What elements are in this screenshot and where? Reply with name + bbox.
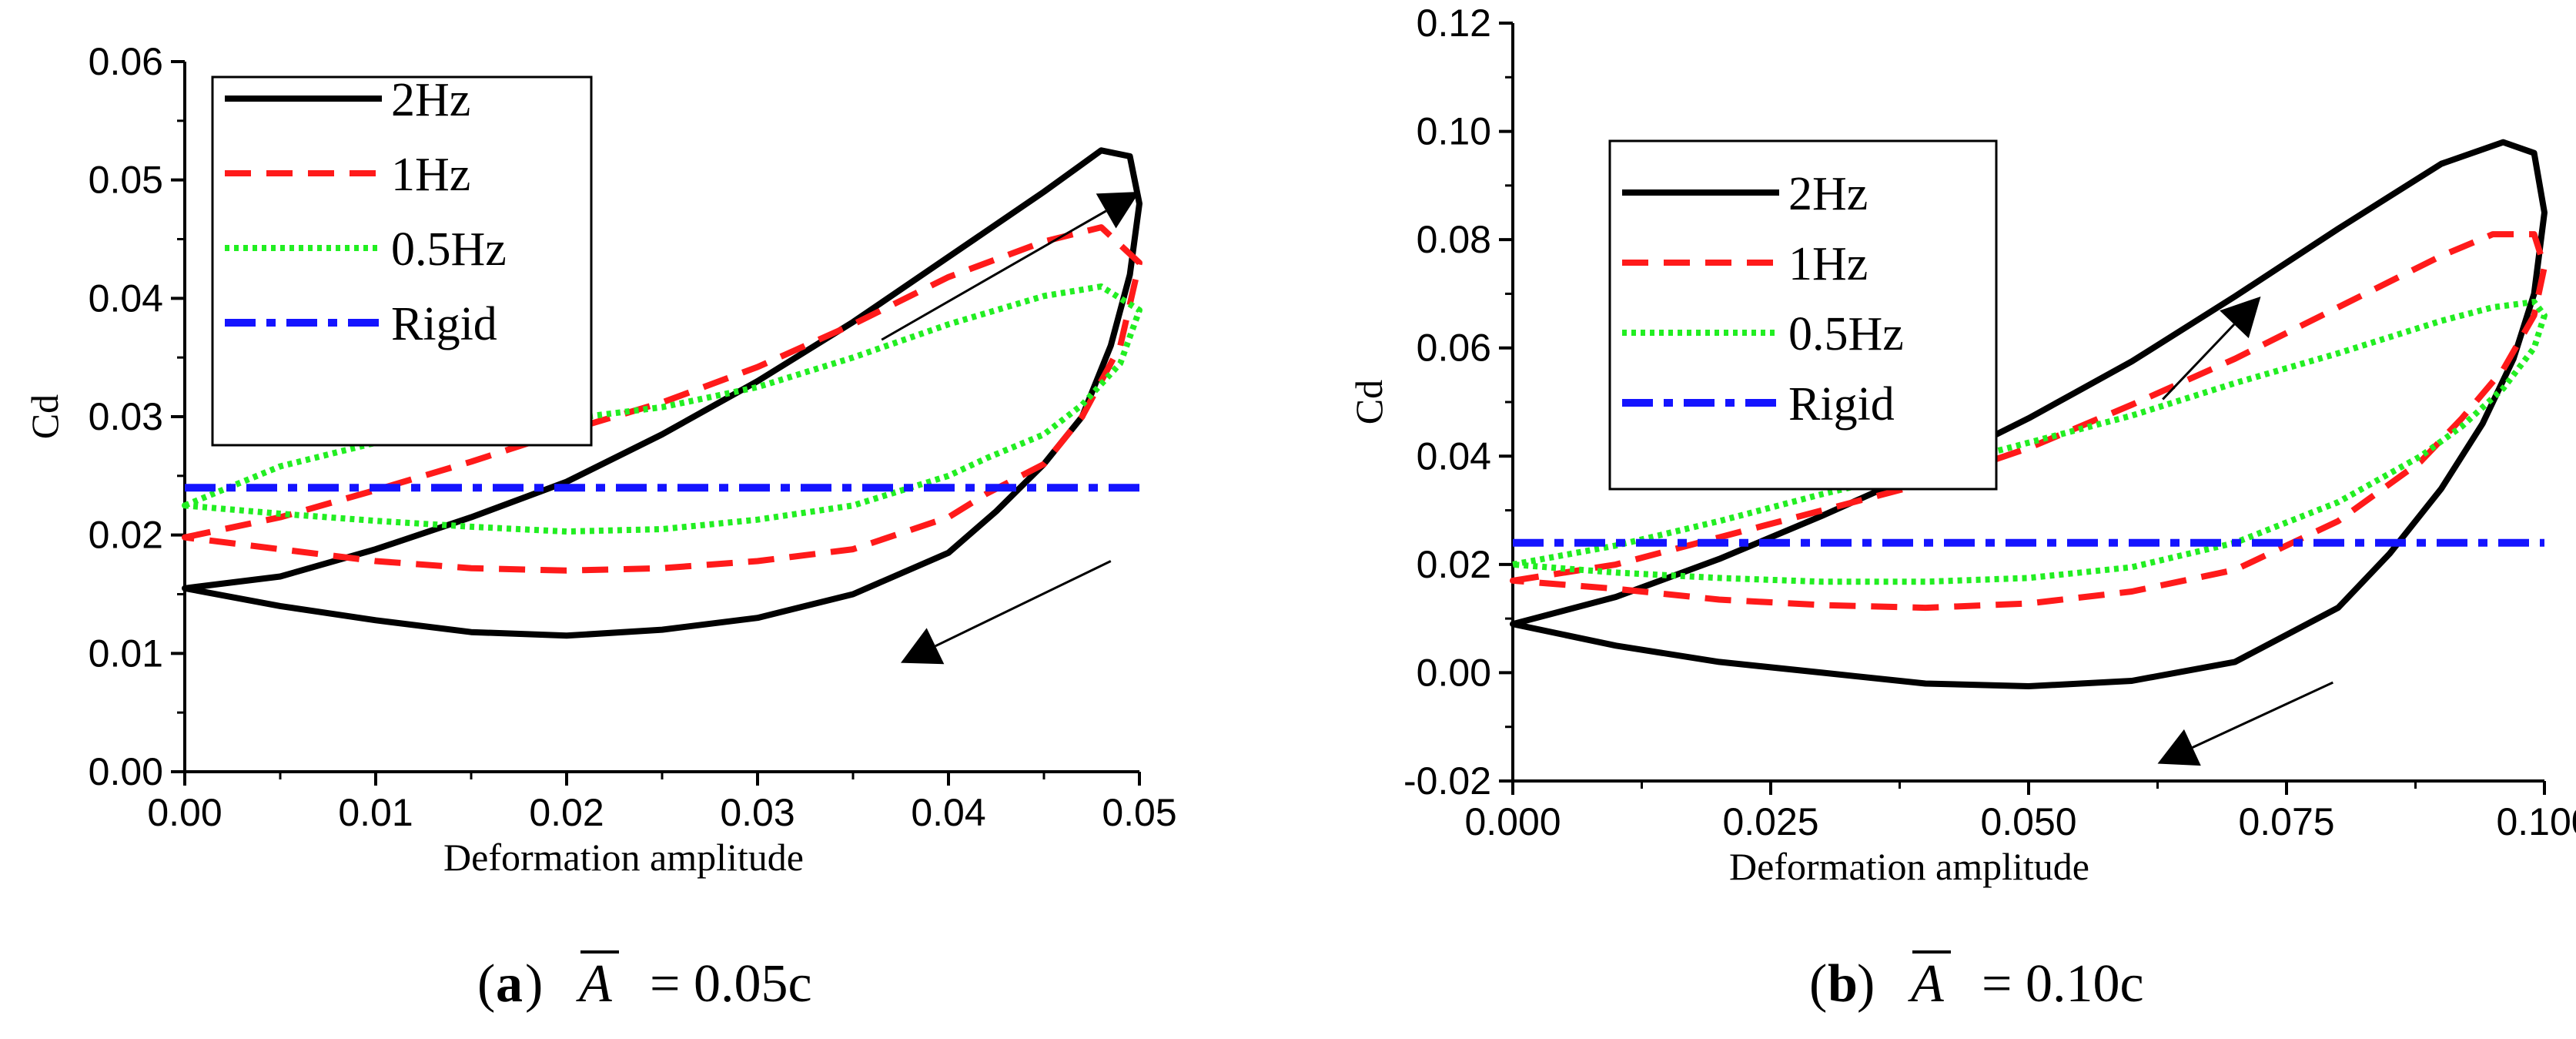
legend-label: 0.5Hz xyxy=(391,223,507,276)
x-tick-label: 0.05 xyxy=(1102,791,1176,834)
legend-box xyxy=(211,75,593,447)
x-tick-label: 0.04 xyxy=(911,791,985,834)
annotation-arrow-line xyxy=(2162,323,2236,401)
caption-paren-close: ) xyxy=(1857,954,1875,1014)
y-tick-label: 0.04 xyxy=(89,277,163,320)
caption-paren-open: ( xyxy=(1809,954,1827,1014)
legend-label: 1Hz xyxy=(391,149,470,201)
y-tick-label: -0.02 xyxy=(1403,759,1491,803)
x-tick-label: 0.00 xyxy=(147,791,222,834)
caption-value: = 0.05c xyxy=(650,954,812,1014)
y-tick-label: 0.01 xyxy=(89,632,163,675)
panel-caption: (a) A = 0.05c xyxy=(477,950,812,1014)
y-tick-label: 0.08 xyxy=(1417,218,1491,261)
annotation-arrow-head xyxy=(901,628,945,665)
chart-panel-b: 0.000 0.025 0.050 0.075 0.100 -0.02 0.00 0.02 0.… xyxy=(1347,2,2576,1014)
x-axis-title: Deformation amplitude xyxy=(1729,845,2089,888)
y-tick-label: 0.00 xyxy=(89,750,163,793)
annotation-arrow-line xyxy=(881,209,1107,341)
caption-letter: a xyxy=(496,954,523,1014)
annotation-arrow-head xyxy=(2220,296,2261,339)
legend-label: Rigid xyxy=(1788,378,1895,431)
y-tick-label: 0.00 xyxy=(1417,651,1491,694)
y-tick-label: 0.12 xyxy=(1417,2,1491,45)
y-tick-label: 0.02 xyxy=(89,514,163,557)
caption-paren-close: ) xyxy=(525,954,543,1014)
legend-label: 0.5Hz xyxy=(1788,308,1904,360)
caption-symbol: A xyxy=(1908,954,1944,1014)
annotation-arrow-line xyxy=(935,560,1112,648)
x-tick-label: 0.01 xyxy=(338,791,413,834)
y-tick-label: 0.06 xyxy=(89,40,163,83)
annotation-arrow-head xyxy=(1096,192,1139,229)
caption-value: = 0.10c xyxy=(1982,954,2144,1014)
x-axis-title: Deformation amplitude xyxy=(443,836,804,879)
y-tick-label: 0.04 xyxy=(1417,434,1491,478)
x-tick-label: 0.075 xyxy=(2238,800,2334,843)
x-tick-label: 0.025 xyxy=(1722,800,1818,843)
x-tick-label: 0.050 xyxy=(1980,800,2076,843)
x-tick-label: 0.02 xyxy=(529,791,604,834)
caption-paren-open: ( xyxy=(477,954,495,1014)
y-axis-title: Cd xyxy=(23,394,66,439)
y-axis-title: Cd xyxy=(1347,380,1390,424)
y-tick-label: 0.02 xyxy=(1417,543,1491,586)
series-line-2hz xyxy=(182,147,1142,639)
panel-caption: (b) A = 0.10c xyxy=(1809,950,2144,1014)
y-tick-label: 0.05 xyxy=(89,159,163,202)
caption-symbol: A xyxy=(576,954,612,1014)
legend: 2Hz 1Hz 0.5Hz Rigid xyxy=(1608,139,1998,491)
caption-letter: b xyxy=(1828,954,1858,1014)
legend-box xyxy=(1608,139,1998,491)
legend-label: Rigid xyxy=(391,298,497,350)
annotation-arrow-head xyxy=(2157,729,2201,766)
y-tick-label: 0.03 xyxy=(89,395,163,438)
x-tick-label: 0.03 xyxy=(720,791,795,834)
series-line-1hz xyxy=(1510,231,2548,612)
chart-panel-a: 0.00 0.01 0.02 0.03 0.04 0.05 0.00 0.01 0.02 0.03… xyxy=(23,40,1177,1014)
legend-label: 2Hz xyxy=(391,74,470,126)
series-line-0-5hz xyxy=(182,283,1142,535)
x-tick-label: 0.000 xyxy=(1464,800,1561,843)
x-tick-label: 0.100 xyxy=(2496,800,2576,843)
legend: 2Hz 1Hz 0.5Hz Rigid xyxy=(211,74,593,447)
y-tick-label: 0.06 xyxy=(1417,327,1491,370)
y-tick-label: 0.10 xyxy=(1417,110,1491,153)
legend-label: 1Hz xyxy=(1788,238,1868,290)
series-line-0-5hz xyxy=(1510,299,2548,585)
legend-label: 2Hz xyxy=(1788,168,1868,220)
annotation-arrow-line xyxy=(2192,681,2333,749)
